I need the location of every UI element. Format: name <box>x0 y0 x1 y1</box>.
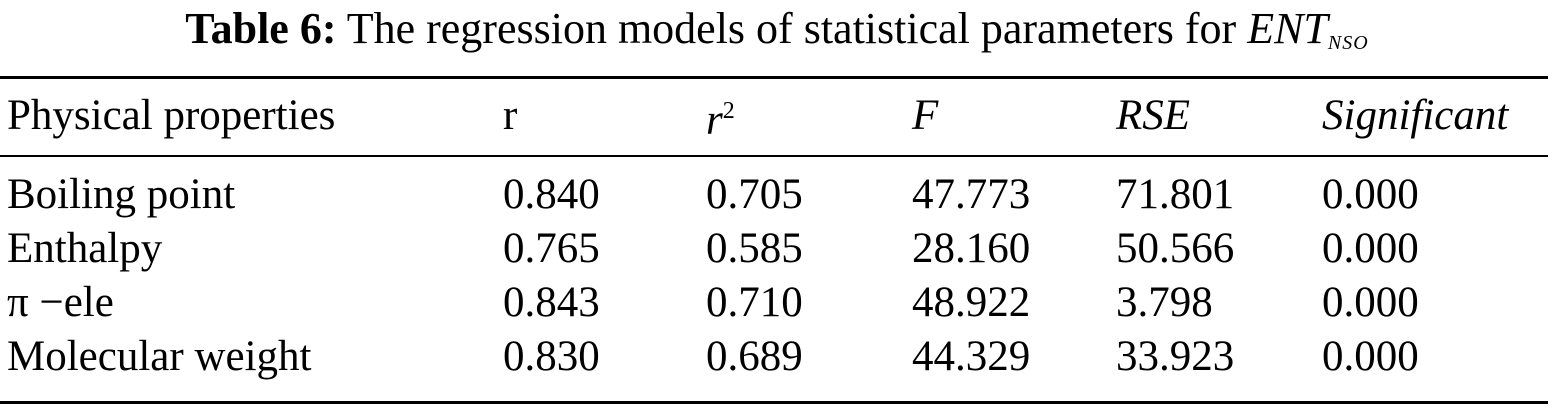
cell-f: 48.922 <box>912 279 1031 326</box>
header-rule <box>0 155 1548 157</box>
top-rule <box>0 76 1548 79</box>
header-r-squared-base: r <box>706 97 723 144</box>
cell-r-squared: 0.585 <box>706 225 803 272</box>
cell-property: Boiling point <box>7 171 236 218</box>
regression-table: Physical properties r r2 F RSE Significa… <box>7 84 1542 384</box>
cell-significant: 0.000 <box>1322 333 1419 380</box>
header-physical-properties: Physical properties <box>7 92 336 139</box>
table-row: Molecular weight 0.830 0.689 44.329 33.9… <box>7 330 1542 384</box>
cell-r-squared: 0.710 <box>706 279 803 326</box>
header-r-squared-exponent: 2 <box>722 98 735 124</box>
cell-rse: 71.801 <box>1116 171 1235 218</box>
cell-property: π −ele <box>7 279 114 326</box>
header-r-squared: r2 <box>706 84 912 150</box>
table-row: Enthalpy 0.765 0.585 28.160 50.566 0.000 <box>7 222 1542 276</box>
cell-r: 0.830 <box>503 333 600 380</box>
cell-rse: 3.798 <box>1116 279 1213 326</box>
caption-subscript: NSO <box>1327 32 1369 54</box>
cell-rse: 33.923 <box>1116 333 1235 380</box>
bottom-rule <box>0 401 1548 404</box>
header-r: r <box>503 92 518 139</box>
cell-f: 28.160 <box>912 225 1031 272</box>
cell-significant: 0.000 <box>1322 279 1419 326</box>
caption-text: The regression models of statistical par… <box>346 4 1237 53</box>
cell-r-squared: 0.689 <box>706 333 803 380</box>
cell-f: 44.329 <box>912 333 1031 380</box>
header-significant: Significant <box>1322 92 1509 139</box>
cell-r: 0.840 <box>503 171 600 218</box>
cell-property: Enthalpy <box>7 225 163 272</box>
header-rse: RSE <box>1116 92 1191 139</box>
spacer-row <box>7 150 1542 168</box>
cell-r-squared: 0.705 <box>706 171 803 218</box>
cell-property: Molecular weight <box>7 333 312 380</box>
cell-r: 0.765 <box>503 225 600 272</box>
header-f: F <box>912 92 939 139</box>
caption-label: Table 6: <box>185 4 337 53</box>
table-row: π −ele 0.843 0.710 48.922 3.798 0.000 <box>7 276 1542 330</box>
table-row: Boiling point 0.840 0.705 47.773 71.801 … <box>7 168 1542 222</box>
cell-significant: 0.000 <box>1322 225 1419 272</box>
table-caption: Table 6: The regression models of statis… <box>0 4 1554 68</box>
cell-r: 0.843 <box>503 279 600 326</box>
cell-rse: 50.566 <box>1116 225 1235 272</box>
cell-significant: 0.000 <box>1322 171 1419 218</box>
caption-symbol: ENT <box>1247 4 1328 53</box>
cell-f: 47.773 <box>912 171 1031 218</box>
header-row: Physical properties r r2 F RSE Significa… <box>7 84 1542 150</box>
